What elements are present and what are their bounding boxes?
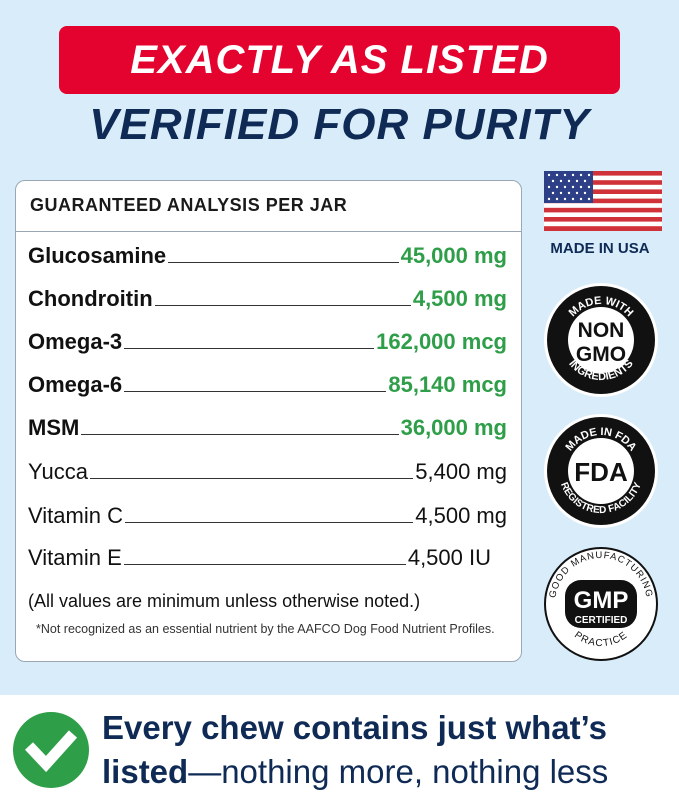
badge-center-text: NON	[578, 319, 625, 342]
tagline-line-1: Every chew contains just what’s	[102, 709, 607, 746]
gmp-badge-icon: GOOD MANUFACTURING PRACTICE GMP CERTIFIE…	[544, 547, 658, 661]
nutrient-name: Glucosamine	[28, 243, 167, 268]
nutrient-value: 36,000 mg	[400, 415, 507, 440]
aafco-footnote: *Not recognized as an essential nutrient…	[36, 622, 495, 636]
minimum-values-note: (All values are minimum unless otherwise…	[28, 591, 421, 611]
nutrient-value: 5,400 mg	[415, 459, 507, 484]
nutrient-name: Chondroitin	[28, 286, 153, 311]
analysis-row: Yucca 5,400 mg	[28, 453, 507, 485]
badge-center-text: CERTIFIED	[575, 615, 628, 626]
analysis-title: GUARANTEED ANALYSIS PER JAR	[30, 195, 348, 215]
leader-line	[124, 522, 414, 523]
leader-line	[81, 434, 399, 435]
analysis-row: Vitamin E 4,500 IU	[28, 539, 491, 571]
banner-exactly-as-listed: EXACTLY AS LISTED	[59, 26, 620, 94]
analysis-row: Glucosamine 45,000 mg	[28, 237, 507, 269]
nutrient-name: Yucca	[28, 459, 88, 484]
leader-line	[168, 262, 399, 263]
badge-center-text: GMP	[574, 587, 629, 614]
leader-line	[124, 391, 387, 392]
nutrient-name: Omega-3	[28, 329, 123, 354]
tagline-bold-word: listed	[102, 753, 189, 790]
nutrient-value: 45,000 mg	[400, 243, 507, 268]
analysis-card: GUARANTEED ANALYSIS PER JAR Glucosamine 4…	[15, 180, 522, 662]
non-gmo-badge-icon: MADE WITH INGREDIENTS NON GMO	[544, 283, 658, 397]
nutrient-value: 162,000 mcg	[376, 329, 507, 354]
nutrient-name: Vitamin C	[28, 503, 123, 528]
badge-center-text: FDA	[574, 457, 628, 487]
analysis-row: MSM 36,000 mg	[28, 409, 507, 441]
analysis-row: Vitamin C 4,500 mg	[28, 497, 507, 529]
nutrient-name: Vitamin E	[28, 545, 122, 570]
analysis-row: Omega-6 85,140 mcg	[28, 366, 507, 398]
subtitle: VERIFIED FOR PURITY	[89, 100, 590, 149]
leader-line	[123, 564, 406, 565]
made-in-usa-label: MADE IN USA	[550, 240, 650, 257]
divider	[16, 231, 521, 232]
checkmark-icon	[13, 712, 89, 788]
tagline-section	[0, 695, 679, 808]
nutrient-value: 85,140 mcg	[388, 372, 507, 397]
nutrient-value: 4,500 mg	[412, 286, 507, 311]
fda-badge-icon: MADE IN FDA REGISTRED FACILITY FDA	[544, 414, 658, 528]
nutrient-name: MSM	[28, 415, 80, 440]
us-flag-icon	[544, 171, 662, 231]
nutrient-name: Omega-6	[28, 372, 123, 397]
tagline-rest: —nothing more, nothing less	[188, 753, 609, 790]
tagline-line-2: listed—nothing more, nothing less	[102, 752, 608, 792]
nutrient-value: 4,500 mg	[415, 503, 507, 528]
nutrient-value: 4,500 IU	[407, 545, 491, 570]
badge-center-text: GMO	[576, 343, 626, 366]
leader-line	[154, 305, 411, 306]
leader-line	[124, 348, 375, 349]
analysis-row: Omega-3 162,000 mcg	[28, 323, 507, 355]
analysis-row: Chondroitin 4,500 mg	[28, 280, 507, 312]
leader-line	[89, 478, 414, 479]
